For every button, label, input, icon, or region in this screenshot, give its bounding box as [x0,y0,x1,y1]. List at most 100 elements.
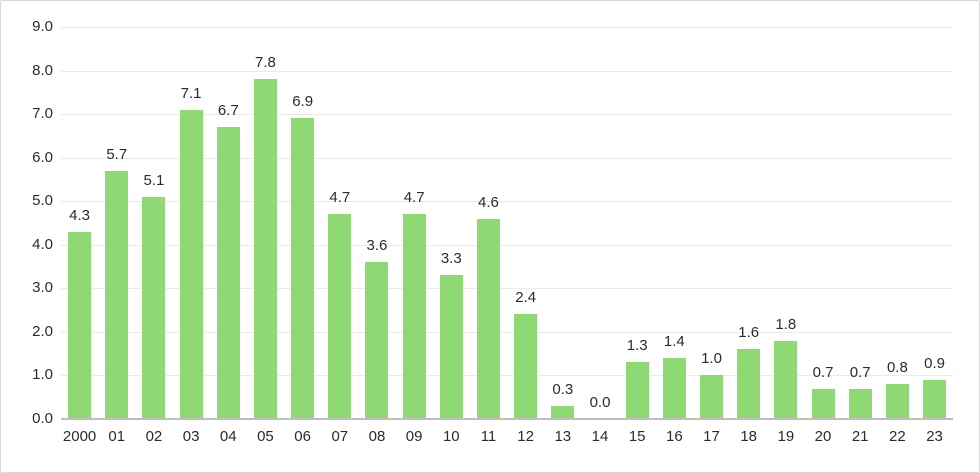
x-tick-label: 17 [703,428,720,445]
bar-slot: 6.7 [210,27,247,419]
bar-value-label: 1.6 [738,324,760,342]
plot-area: 4.3 5.7 5.1 7.1 6.7 7.8 6.9 4.7 3.6 4.7 3.3 4.6 2.4 0… [61,27,953,420]
bar-slot: 0.3 [544,27,581,419]
bar [216,127,240,419]
bar [923,379,947,419]
bar-slot: 5.1 [135,27,172,419]
y-tick-label: 1.0 [32,366,53,384]
x-tick-label: 22 [889,428,906,445]
x-tick-label: 13 [554,428,572,445]
gridline [61,114,953,116]
bar-slot: 1.8 [767,27,804,419]
bar-value-label: 5.1 [143,171,165,189]
x-tick-label: 08 [368,428,386,445]
y-tick-label: 8.0 [32,61,53,79]
bar-value-label: 4.7 [403,189,425,207]
bar [700,375,723,419]
bar-value-label: 0.7 [812,363,834,381]
x-tick-label: 23 [926,428,943,445]
x-tick-label: 12 [517,428,534,445]
bar-value-label: 4.6 [478,193,499,211]
y-tick-label: 0.0 [32,410,53,427]
bar [328,214,352,419]
bar-value-label: 6.9 [292,93,314,111]
x-tick-label: 06 [294,428,311,445]
y-tick-label: 9.0 [32,18,53,35]
gridline [61,201,953,203]
x-tick-label: 21 [851,428,869,445]
bar-slot: 4.7 [321,27,358,419]
bar [291,118,315,419]
x-tick-label: 09 [405,428,423,445]
bar-slot: 2.4 [507,27,544,419]
bar-value-label: 0.7 [849,363,871,381]
bar-slot: 6.9 [284,27,321,419]
bar [253,79,277,419]
x-tick-label: 20 [814,428,832,445]
bar [774,340,798,419]
x-axis-line [61,418,953,420]
x-tick-label: 15 [628,428,646,445]
bar-value-label: 4.7 [329,189,351,207]
bar [365,262,389,419]
y-tick-label: 7.0 [32,105,53,123]
y-tick-label: 5.0 [32,192,53,210]
bar-slot: 4.7 [396,27,433,419]
bar [514,314,538,419]
bar [476,218,500,419]
bar-slot: 4.6 [470,27,507,419]
bar-value-label: 4.3 [69,206,91,224]
bar-value-label: 0.0 [589,394,611,411]
bar-value-label: 1.8 [775,315,797,333]
gridline [61,70,953,72]
gridline [61,157,953,159]
x-tick-label: 18 [740,428,758,445]
bar-slot: 5.7 [98,27,135,419]
y-tick-label: 3.0 [32,279,53,297]
x-tick-label: 03 [182,428,200,445]
bar [848,388,872,419]
bar-value-label: 1.3 [626,337,648,355]
bar-slot: 7.8 [247,27,284,419]
bar [105,170,129,419]
bar-slot: 3.6 [358,27,395,419]
y-tick-label: 6.0 [32,148,53,166]
bar-value-label: 7.8 [255,54,276,72]
x-tick-label: 07 [331,428,349,445]
x-tick-label: 02 [145,428,163,445]
bar [68,231,92,419]
bar [551,405,575,419]
x-tick-label: 10 [442,428,460,445]
bar-slot: 0.7 [804,27,841,419]
bar-slot: 1.0 [693,27,730,419]
bar [737,349,761,419]
bar-value-label: 3.3 [440,250,462,268]
x-tick-label: 16 [665,428,683,445]
bar-slot: 1.6 [730,27,767,419]
bar-value-label: 6.7 [217,102,239,120]
bar [625,362,649,419]
bar-slot: 0.0 [581,27,618,419]
bar-slot: 0.7 [842,27,879,419]
bar-slot: 1.4 [656,27,693,419]
x-tick-label: 04 [219,428,237,445]
x-axis-labels: 2000 01 02 03 04 05 06 07 08 09 10 11 12 13 14 15 16 17 18… [61,428,953,446]
bar-value-label: 0.3 [552,380,574,398]
bar-value-label: 0.8 [886,359,908,377]
bar-value-label: 1.0 [701,350,722,368]
bar [811,388,835,419]
x-tick-label: 14 [591,428,609,445]
bar-value-label: 7.1 [180,84,202,102]
gridline [61,375,953,377]
bar-slot: 7.1 [173,27,210,419]
gridline [61,27,953,28]
bar-value-label: 2.4 [515,289,537,307]
bar [179,109,203,419]
bar [439,275,463,419]
gridline [61,288,953,290]
y-tick-label: 4.0 [32,235,53,253]
bar-slot: 3.3 [433,27,470,419]
bar [142,196,166,419]
gridline [61,244,953,246]
